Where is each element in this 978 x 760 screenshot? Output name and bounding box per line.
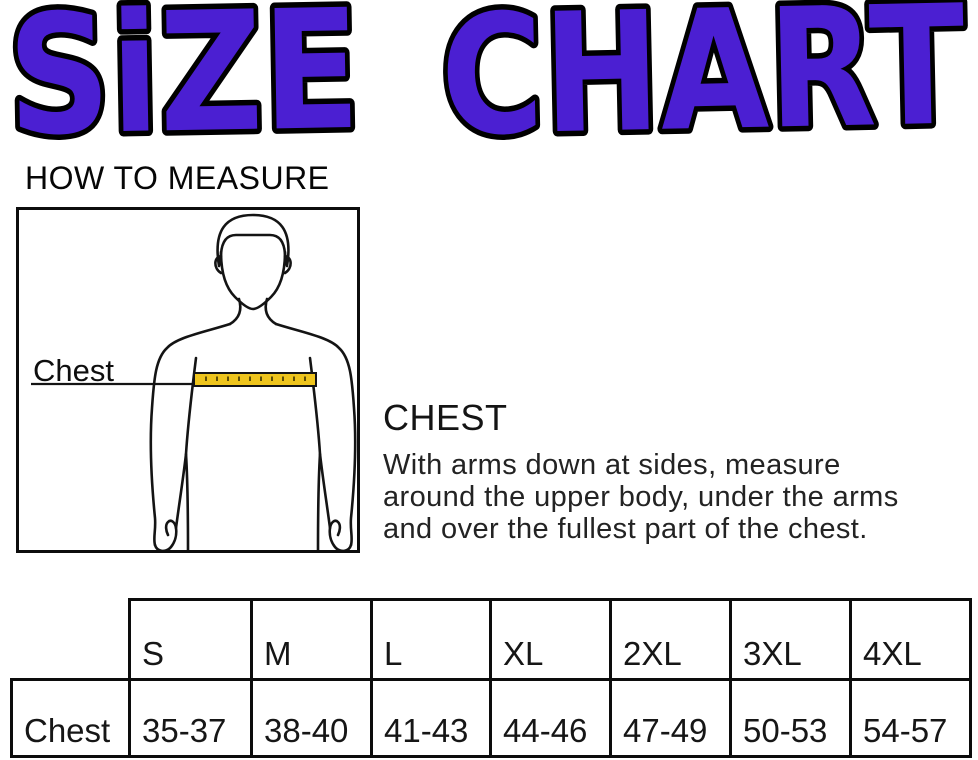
size-header-cell: 4XL	[849, 598, 972, 681]
size-table-values-row: Chest 35-37 38-40 41-43 44-46 47-49 50-5…	[10, 678, 972, 758]
chest-instructions-text: With arms down at sides, measure around …	[383, 449, 899, 545]
size-header-cell: 3XL	[729, 598, 852, 681]
size-table-header-row: S M L XL 2XL 3XL 4XL	[12, 598, 972, 681]
tape-tick-marks	[205, 376, 306, 381]
measure-diagram-box: Chest	[16, 207, 360, 553]
size-value-cell: 44-46	[489, 678, 612, 758]
page-title: SiZE CHART	[1, 0, 973, 158]
size-value-cell: 38-40	[250, 678, 373, 758]
figure-face	[219, 250, 287, 311]
instruction-line: With arms down at sides, measure	[383, 449, 841, 481]
how-to-measure-heading: HOW TO MEASURE	[25, 160, 330, 196]
figure-neck-left	[228, 297, 242, 326]
figure-hand-left	[153, 519, 178, 550]
size-value-cell: 41-43	[370, 678, 492, 758]
size-header-cell: 2XL	[609, 598, 732, 681]
size-value-cell: 54-57	[849, 678, 972, 758]
instruction-line: and over the fullest part of the chest.	[383, 513, 868, 545]
figure-ear-left	[214, 254, 223, 275]
size-header-cell: XL	[489, 598, 612, 681]
size-header-cell: S	[128, 598, 253, 681]
title-word-chart: CHART	[439, 0, 967, 158]
figure-ear-right	[283, 254, 292, 275]
title-word-size: SiZE	[6, 0, 361, 158]
size-value-cell: 50-53	[729, 678, 852, 758]
size-value-cell: 47-49	[609, 678, 732, 758]
empty-corner-cell	[12, 600, 130, 680]
size-value-cell: 35-37	[128, 678, 253, 758]
row-label-cell: Chest	[10, 678, 131, 758]
size-header-cell: M	[250, 598, 373, 681]
chest-section-heading: CHEST	[383, 397, 508, 438]
figure-hand-right	[328, 519, 353, 550]
measuring-tape	[193, 372, 317, 387]
figure-hair	[216, 213, 290, 268]
size-table: S M L XL 2XL 3XL 4XL Chest 35-37 38-40 4…	[10, 598, 972, 758]
figure-neck-right	[264, 297, 278, 326]
figure-torso-right	[316, 452, 322, 550]
body-figure-illustration: Chest	[31, 213, 357, 550]
figure-arm-left-outer	[149, 322, 232, 547]
instruction-line: around the upper body, under the arms	[383, 481, 899, 513]
figure-torso-left	[184, 452, 190, 550]
chest-diagram-label: Chest	[33, 353, 114, 388]
size-header-cell: L	[370, 598, 492, 681]
figure-arm-right-outer	[274, 322, 357, 547]
